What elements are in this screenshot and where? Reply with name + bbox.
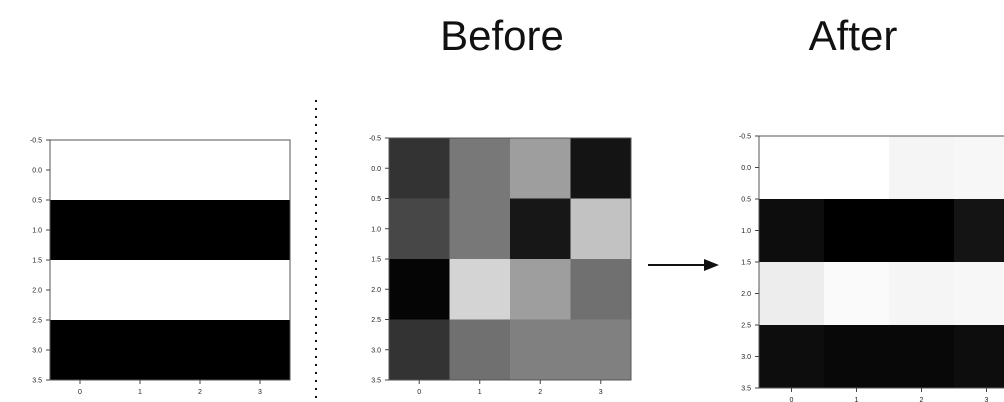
y-tick-label: 0.5 bbox=[32, 198, 42, 205]
heatmap-cell bbox=[889, 199, 955, 263]
pattern-heatmap: -0.5 0.0 0.5 1.0 1.5 2.0 2.5 3.0 3.5 0 1 2 3 bbox=[30, 138, 291, 396]
heatmap-cell bbox=[230, 140, 291, 201]
heatmap-cell bbox=[570, 198, 632, 260]
heatmap-cell bbox=[570, 319, 632, 381]
y-tick-label: 3.5 bbox=[32, 378, 42, 385]
y-tick-label: 1.5 bbox=[741, 260, 751, 267]
heatmap-cell bbox=[110, 200, 171, 261]
heatmap-cell bbox=[389, 138, 450, 199]
heatmap-cell bbox=[889, 325, 955, 389]
y-tick-label: 1.0 bbox=[741, 228, 751, 235]
heatmap-cell bbox=[230, 260, 291, 321]
heatmap-cell bbox=[759, 262, 825, 326]
heatmap-cell bbox=[230, 200, 291, 261]
heatmap-cell bbox=[110, 140, 171, 201]
heatmap-cell bbox=[510, 138, 571, 199]
x-tick-label: 0 bbox=[790, 397, 794, 402]
y-tick-label: 1.0 bbox=[32, 228, 42, 235]
y-tick-label: 3.0 bbox=[741, 354, 751, 361]
heatmap-cell bbox=[954, 199, 1004, 263]
y-tick-label: 1.0 bbox=[371, 226, 381, 233]
heatmap-cell bbox=[170, 140, 231, 201]
heatmap-cell bbox=[824, 325, 890, 389]
heatmap-cell bbox=[110, 260, 171, 321]
y-tick-label: 0.0 bbox=[32, 168, 42, 175]
heatmap-cell bbox=[170, 200, 231, 261]
heatmap-cell bbox=[510, 198, 571, 260]
heatmap-cell bbox=[170, 260, 231, 321]
y-tick-label: 3.0 bbox=[371, 347, 381, 354]
heatmap-cell bbox=[449, 259, 511, 320]
after-header: After bbox=[809, 12, 898, 59]
heatmap-cell bbox=[759, 136, 825, 200]
after-heatmap: -0.5 0.0 0.5 1.0 1.5 2.0 2.5 3.0 3.5 0 1 2 3 bbox=[739, 134, 1004, 402]
x-tick-label: 1 bbox=[855, 397, 859, 402]
y-tick-label: 2.0 bbox=[371, 287, 381, 294]
x-tick-label: 2 bbox=[538, 389, 542, 396]
y-tick-label: 1.5 bbox=[32, 258, 42, 265]
y-tick-label: 2.0 bbox=[741, 291, 751, 298]
x-tick-label: 0 bbox=[78, 389, 82, 396]
heatmap-cell bbox=[759, 199, 825, 263]
heatmap-cell bbox=[570, 138, 632, 199]
heatmap-cell bbox=[824, 136, 890, 200]
y-tick-label: 0.0 bbox=[741, 165, 751, 172]
heatmap-cell bbox=[570, 259, 632, 320]
heatmap-cell bbox=[389, 319, 450, 381]
x-tick-label: 3 bbox=[985, 397, 989, 402]
heatmap-cell bbox=[170, 320, 231, 381]
x-tick-label: 2 bbox=[920, 397, 924, 402]
x-tick-label: 0 bbox=[417, 389, 421, 396]
y-tick-label: 2.5 bbox=[741, 323, 751, 330]
heatmap-cell bbox=[230, 320, 291, 381]
heatmap-cell bbox=[50, 260, 111, 321]
heatmap-cell bbox=[889, 262, 955, 326]
heatmap-cell bbox=[449, 319, 511, 381]
heatmap-cell bbox=[954, 136, 1004, 200]
y-tick-label: -0.5 bbox=[30, 138, 42, 145]
heatmap-cell bbox=[110, 320, 171, 381]
y-tick-label: -0.5 bbox=[369, 136, 381, 143]
y-tick-label: 0.0 bbox=[371, 166, 381, 173]
heatmap-cell bbox=[50, 200, 111, 261]
y-tick-label: 2.5 bbox=[32, 318, 42, 325]
heatmap-cell bbox=[510, 259, 571, 320]
y-tick-label: 2.5 bbox=[371, 317, 381, 324]
heatmap-cell bbox=[449, 198, 511, 260]
x-tick-label: 1 bbox=[478, 389, 482, 396]
heatmap-cell bbox=[510, 319, 571, 381]
y-tick-label: 0.5 bbox=[741, 197, 751, 204]
heatmap-cell bbox=[50, 140, 111, 201]
x-tick-label: 1 bbox=[138, 389, 142, 396]
x-tick-label: 3 bbox=[258, 389, 262, 396]
y-tick-label: 3.0 bbox=[32, 348, 42, 355]
y-tick-label: 3.5 bbox=[741, 386, 751, 393]
charts-layer: -0.5 0.0 0.5 1.0 1.5 2.0 2.5 3.0 3.5 0 1 2 3 -0.5 0.0 0… bbox=[30, 134, 1004, 402]
y-tick-label: 1.5 bbox=[371, 257, 381, 264]
heatmap-cell bbox=[389, 259, 450, 320]
heatmap-cell bbox=[954, 325, 1004, 389]
y-tick-label: -0.5 bbox=[739, 134, 751, 141]
before-header: Before bbox=[440, 12, 564, 59]
heatmap-cell bbox=[889, 136, 955, 200]
y-tick-label: 0.5 bbox=[371, 196, 381, 203]
heatmap-cell bbox=[824, 199, 890, 263]
transform-arrow bbox=[648, 259, 719, 271]
heatmap-cell bbox=[759, 325, 825, 389]
heatmap-cell bbox=[954, 262, 1004, 326]
heatmap-cell bbox=[50, 320, 111, 381]
x-tick-label: 2 bbox=[198, 389, 202, 396]
heatmap-cell bbox=[824, 262, 890, 326]
heatmap-cell bbox=[449, 138, 511, 199]
y-tick-label: 3.5 bbox=[371, 378, 381, 385]
x-tick-label: 3 bbox=[599, 389, 603, 396]
heatmap-cell bbox=[389, 198, 450, 260]
before-heatmap: -0.5 0.0 0.5 1.0 1.5 2.0 2.5 3.0 3.5 0 1 2 3 bbox=[369, 136, 632, 396]
y-tick-label: 2.0 bbox=[32, 288, 42, 295]
